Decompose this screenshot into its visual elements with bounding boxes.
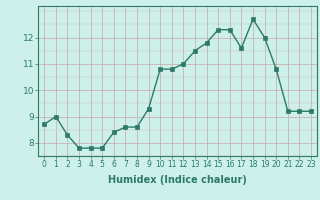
X-axis label: Humidex (Indice chaleur): Humidex (Indice chaleur) bbox=[108, 175, 247, 185]
